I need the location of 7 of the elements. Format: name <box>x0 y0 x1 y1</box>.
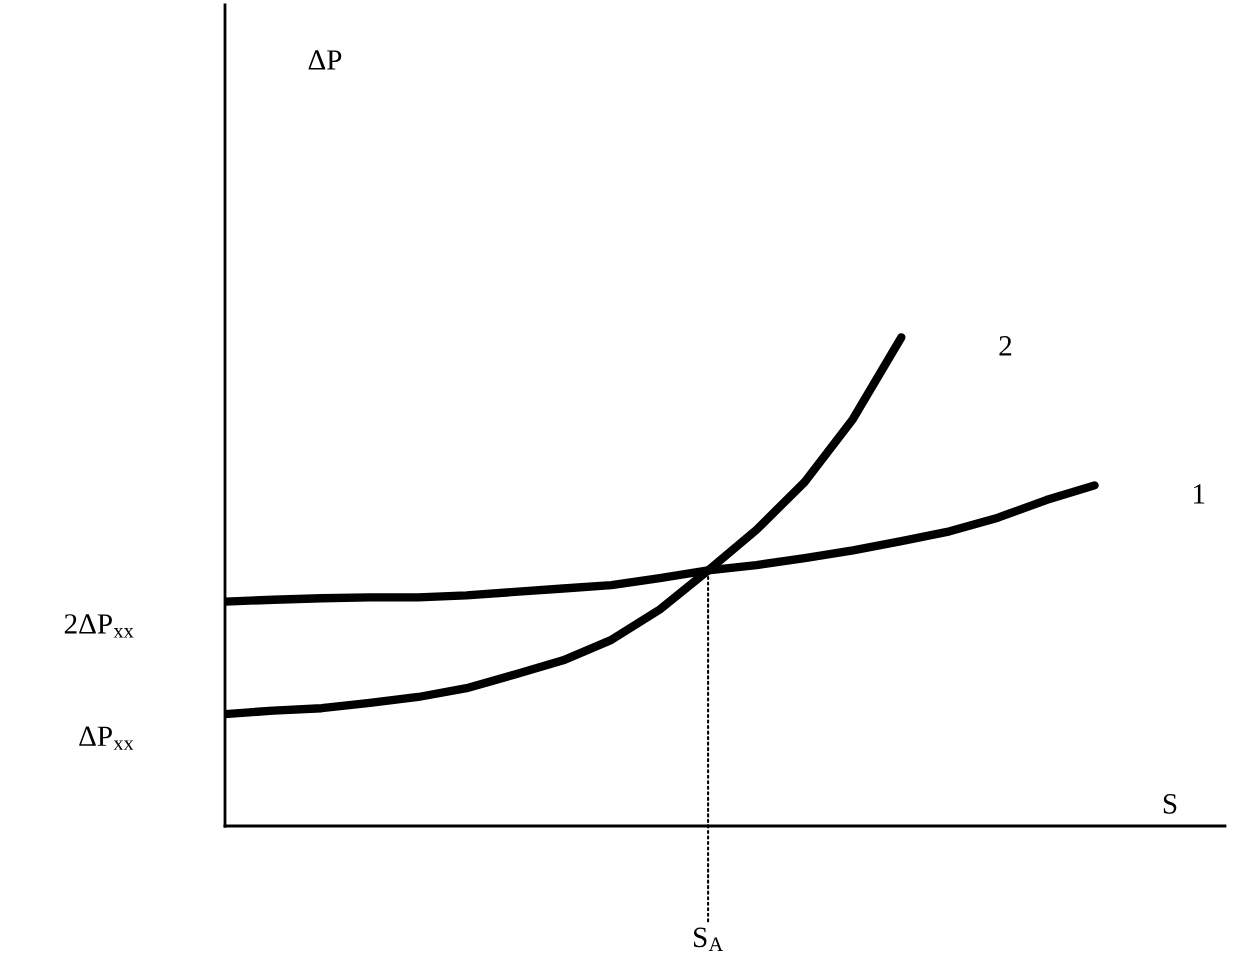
text: ΔP <box>308 50 342 70</box>
x-axis-title: S <box>1163 794 1177 814</box>
annotation: S$_{A}$ <box>694 927 724 951</box>
text: 1 <box>1194 484 1205 504</box>
text: 2 <box>999 336 1012 356</box>
text: ΔP$_{xx}$ <box>79 726 134 750</box>
text: 2ΔP$_{xx}$ <box>64 614 134 638</box>
